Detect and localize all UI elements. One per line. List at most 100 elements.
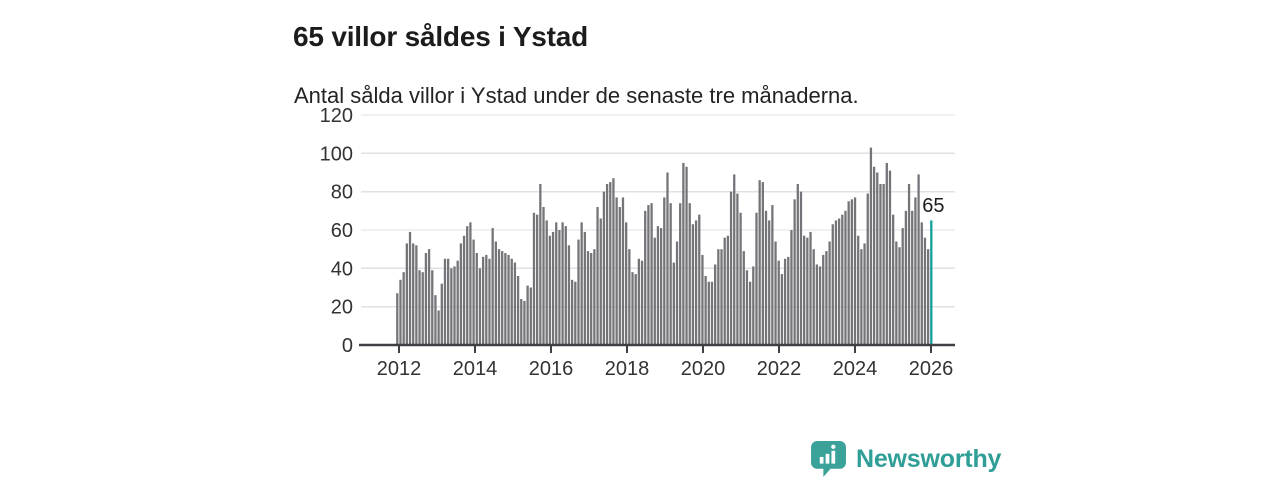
logo-bar-tall bbox=[831, 450, 836, 464]
bar bbox=[577, 239, 580, 345]
bar bbox=[869, 147, 873, 345]
bar bbox=[399, 279, 402, 345]
x-axis-tick-label: 2018 bbox=[605, 358, 650, 380]
bar bbox=[605, 184, 609, 345]
bar bbox=[580, 222, 583, 345]
bar bbox=[879, 184, 882, 345]
bar bbox=[593, 249, 596, 345]
y-axis-tick-label: 100 bbox=[320, 143, 353, 165]
bar bbox=[564, 226, 567, 345]
bar bbox=[497, 249, 501, 345]
bar bbox=[609, 182, 612, 345]
bar bbox=[402, 272, 405, 345]
bar bbox=[634, 274, 637, 345]
bar bbox=[901, 228, 904, 345]
bar bbox=[539, 184, 542, 345]
x-axis-tick-label: 2016 bbox=[529, 358, 574, 380]
logo-bar-small bbox=[819, 456, 824, 464]
bar bbox=[488, 258, 491, 345]
bar bbox=[408, 231, 412, 345]
bar bbox=[866, 193, 869, 345]
bar bbox=[733, 174, 736, 345]
bar bbox=[923, 237, 927, 345]
bar bbox=[809, 231, 812, 345]
bar bbox=[558, 230, 561, 345]
highlighted-bar bbox=[930, 220, 933, 345]
bar bbox=[885, 162, 888, 345]
bar bbox=[590, 253, 593, 345]
brand-name: Newsworthy bbox=[856, 444, 1002, 473]
bar bbox=[872, 166, 876, 345]
bar bbox=[424, 253, 428, 345]
bar bbox=[545, 220, 548, 345]
bar bbox=[659, 228, 663, 345]
x-axis-tick-label: 2022 bbox=[757, 358, 802, 380]
bar bbox=[440, 283, 443, 345]
bar bbox=[640, 260, 644, 345]
bar bbox=[787, 256, 790, 345]
bar bbox=[926, 249, 930, 345]
bar bbox=[625, 222, 628, 345]
bar bbox=[793, 199, 796, 345]
bar bbox=[526, 285, 529, 345]
bar bbox=[669, 203, 672, 345]
bar bbox=[892, 214, 895, 345]
bar bbox=[478, 268, 482, 345]
bar bbox=[570, 279, 574, 345]
bar bbox=[729, 191, 733, 345]
bar bbox=[472, 239, 475, 345]
bar bbox=[882, 184, 885, 345]
bar bbox=[720, 249, 723, 345]
bar bbox=[450, 268, 453, 345]
bar bbox=[723, 237, 726, 345]
bar bbox=[847, 201, 850, 345]
bar bbox=[520, 299, 523, 345]
bar bbox=[799, 191, 803, 345]
bar bbox=[672, 262, 675, 345]
bar bbox=[920, 222, 923, 345]
bar bbox=[459, 243, 463, 345]
bar bbox=[596, 207, 599, 345]
bar bbox=[739, 212, 742, 345]
y-axis-tick-label: 20 bbox=[331, 297, 353, 319]
bar bbox=[427, 249, 431, 345]
bar bbox=[764, 210, 768, 345]
bar bbox=[860, 249, 863, 345]
chart-subtitle: Antal sålda villor i Ystad under de sena… bbox=[294, 83, 859, 108]
bar bbox=[650, 203, 653, 345]
bar bbox=[907, 184, 911, 345]
bar bbox=[586, 251, 590, 345]
x-axis-tick-label: 2012 bbox=[377, 358, 422, 380]
bar bbox=[418, 270, 421, 345]
y-axis-tick-label: 0 bbox=[342, 335, 353, 357]
bar bbox=[469, 222, 472, 345]
bar bbox=[717, 249, 720, 345]
bar bbox=[834, 220, 838, 345]
bar bbox=[637, 258, 641, 345]
bar bbox=[415, 245, 418, 345]
bar bbox=[710, 281, 714, 345]
bar bbox=[516, 276, 520, 345]
chart-title: 65 villor såldes i Ystad bbox=[293, 20, 589, 52]
bar bbox=[803, 235, 806, 345]
bar bbox=[437, 310, 440, 345]
bar bbox=[561, 222, 564, 345]
x-axis-tick-label: 2024 bbox=[833, 358, 878, 380]
bar bbox=[825, 251, 828, 345]
bar bbox=[895, 241, 898, 345]
bar bbox=[837, 218, 841, 345]
bar bbox=[621, 197, 625, 345]
bar bbox=[551, 231, 555, 345]
bar bbox=[504, 253, 507, 345]
bar bbox=[694, 220, 698, 345]
bar bbox=[844, 210, 847, 345]
bar bbox=[644, 210, 647, 345]
bar bbox=[831, 224, 834, 345]
bar bbox=[567, 245, 571, 345]
bar bbox=[815, 264, 819, 345]
bar bbox=[812, 249, 815, 345]
bar bbox=[656, 226, 660, 345]
y-axis-tick-label: 120 bbox=[320, 105, 353, 127]
logo-exclamation-dot bbox=[831, 444, 836, 449]
newsworthy-brand-link[interactable]: Newsworthy bbox=[810, 440, 1001, 478]
